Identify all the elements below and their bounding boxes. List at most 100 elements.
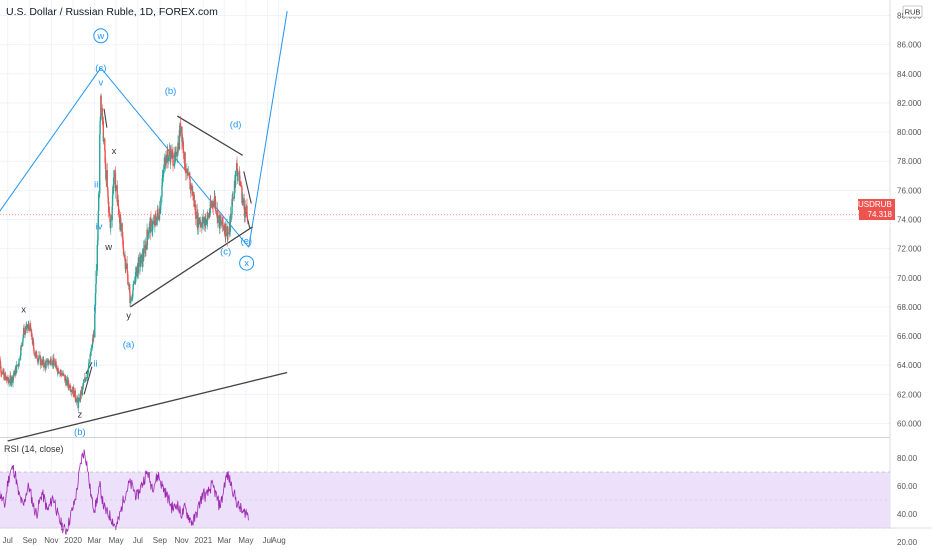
symbol-tag: USDRUB xyxy=(858,199,892,210)
wave-label: (d) xyxy=(230,120,242,131)
price-tick-label: 74.000 xyxy=(897,215,922,224)
candle xyxy=(142,247,144,268)
candle-body xyxy=(8,382,10,384)
candle-body xyxy=(104,150,106,163)
candle xyxy=(25,321,28,331)
candle xyxy=(10,375,12,386)
candle-body xyxy=(206,219,208,225)
candle-body xyxy=(128,284,131,293)
candle xyxy=(135,265,137,280)
candle-body xyxy=(25,324,28,327)
candle-body xyxy=(2,369,5,375)
currency-badge[interactable] xyxy=(902,5,923,18)
candle xyxy=(172,160,175,167)
candle-body xyxy=(147,231,150,235)
candle xyxy=(89,351,91,362)
candle-body xyxy=(142,248,145,261)
candle xyxy=(81,385,84,397)
candle xyxy=(232,191,234,207)
candle-body xyxy=(19,357,21,359)
candle-body xyxy=(47,361,50,364)
candle-body xyxy=(54,363,57,367)
candle-body xyxy=(18,358,20,366)
candle xyxy=(157,205,159,221)
candle-body xyxy=(234,170,237,186)
candle-body xyxy=(231,198,233,215)
candle-body xyxy=(91,338,94,345)
candle-body xyxy=(232,197,234,201)
candle-body xyxy=(49,359,52,363)
candle-body xyxy=(157,209,159,213)
candle-body xyxy=(151,229,154,232)
candle xyxy=(216,210,218,219)
candle-body xyxy=(152,221,155,223)
candle xyxy=(243,193,245,210)
candle-body xyxy=(27,324,30,328)
candle-body xyxy=(205,219,207,226)
candle xyxy=(102,117,105,143)
candle-body xyxy=(164,165,166,166)
candle xyxy=(124,254,127,274)
candle-body xyxy=(1,371,4,374)
rsi-panel[interactable]: 80.00 60.00 40.00 20.00 xyxy=(0,449,918,547)
candle xyxy=(25,322,27,333)
candle-body xyxy=(116,201,119,203)
candle xyxy=(48,360,50,365)
candle-body xyxy=(106,170,108,187)
candle xyxy=(231,194,233,219)
candle xyxy=(197,213,199,235)
candle xyxy=(129,297,132,307)
candle-body xyxy=(110,220,112,222)
wave-label: x xyxy=(244,258,249,269)
candle-body xyxy=(219,216,221,229)
candle-body xyxy=(234,185,236,187)
candle-body xyxy=(151,220,153,232)
candle-body xyxy=(32,342,35,349)
candle-body xyxy=(132,284,134,291)
candle xyxy=(207,213,209,221)
candle-body xyxy=(115,186,117,192)
candle xyxy=(99,114,102,123)
candle-body xyxy=(214,201,217,212)
candle-body xyxy=(161,177,164,186)
candle-body xyxy=(17,365,20,367)
price-axis[interactable]: 88.00086.00084.00082.00080.00078.00076.0… xyxy=(889,0,932,550)
candle-body xyxy=(176,151,178,157)
candle-body xyxy=(93,334,95,338)
candle-body xyxy=(99,134,101,194)
candle-body xyxy=(20,346,22,356)
candle xyxy=(227,227,229,241)
candle-body xyxy=(78,397,80,401)
candle xyxy=(26,324,29,333)
candle xyxy=(154,214,156,233)
time-tick-label: Jul xyxy=(262,536,272,545)
candle xyxy=(107,194,110,203)
candle-body xyxy=(146,229,149,235)
candle-body xyxy=(219,216,222,222)
candle xyxy=(47,359,49,367)
candle xyxy=(184,151,186,170)
candle-body xyxy=(69,385,71,391)
candle-body xyxy=(162,176,164,178)
candle xyxy=(57,366,59,374)
price-tick-label: 78.000 xyxy=(897,157,922,166)
candle xyxy=(115,184,117,190)
candle xyxy=(132,280,135,286)
candle xyxy=(130,295,132,305)
time-axis[interactable]: Jul Sep Nov 2020 Mar May Jul Sep Nov 2021 Mar May Ju… xyxy=(0,527,932,545)
candle-body xyxy=(139,256,141,267)
candle-body xyxy=(27,327,29,329)
candle xyxy=(94,312,96,338)
candle xyxy=(162,164,165,183)
candle-body xyxy=(243,208,246,216)
time-tick-label: May xyxy=(238,536,253,545)
candle-body xyxy=(109,216,111,221)
candle xyxy=(44,360,46,370)
candle-body xyxy=(191,186,193,194)
candle-body xyxy=(117,206,120,215)
candle-body xyxy=(154,215,156,226)
candle xyxy=(174,147,176,170)
candle xyxy=(45,357,47,371)
candle-body xyxy=(232,197,234,199)
